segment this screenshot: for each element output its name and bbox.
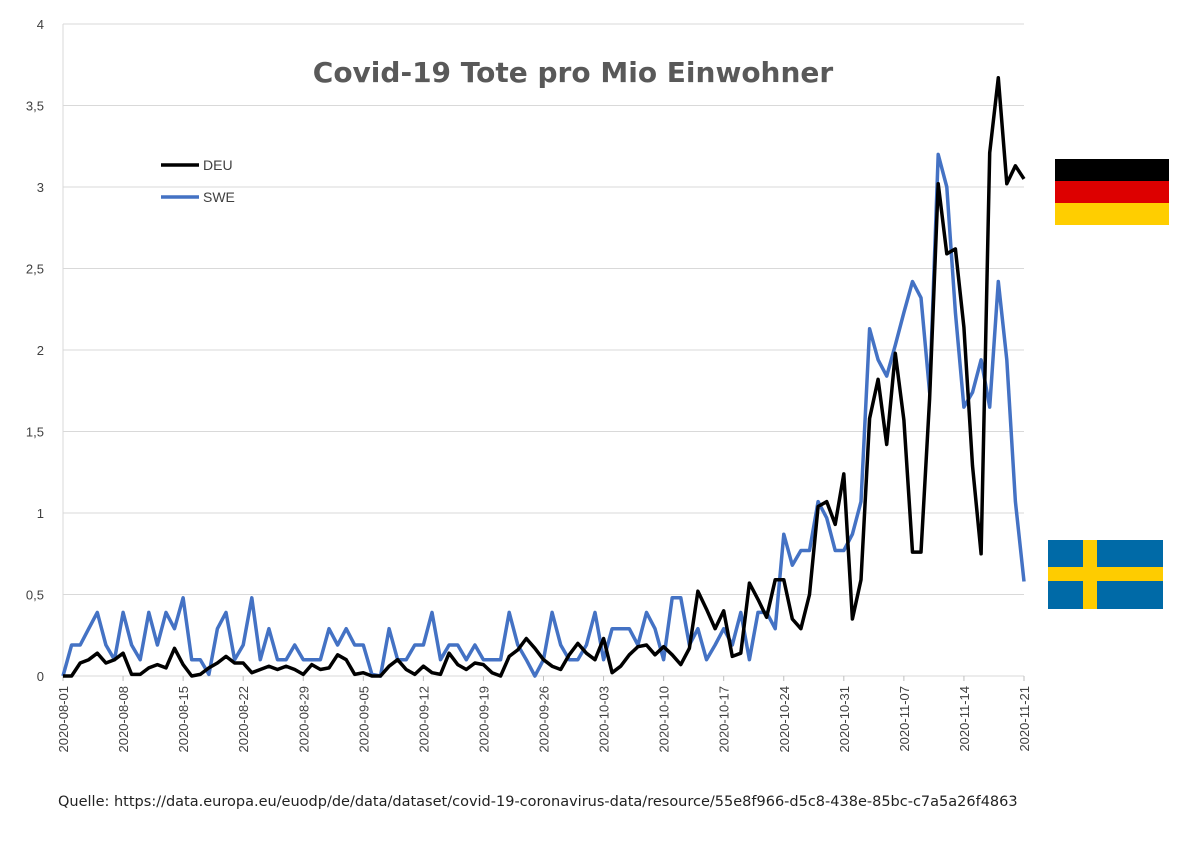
x-tick-label: 2020-10-24: [777, 686, 792, 753]
sweden-flag: [1048, 540, 1163, 609]
x-tick-label: 2020-09-26: [537, 686, 552, 753]
y-tick-label: 2: [37, 343, 44, 358]
legend-label-swe: SWE: [203, 189, 235, 205]
x-tick-label: 2020-08-01: [56, 686, 71, 753]
x-tick-label: 2020-09-19: [476, 686, 491, 753]
x-tick-label: 2020-08-29: [296, 686, 311, 753]
x-tick-label: 2020-08-22: [236, 686, 251, 753]
germany-flag: [1055, 159, 1169, 225]
germany-flag-stripe: [1055, 203, 1169, 225]
germany-flag-stripe: [1055, 159, 1169, 181]
legend-label-deu: DEU: [203, 157, 233, 173]
flags: [1048, 159, 1169, 609]
germany-flag-stripe: [1055, 181, 1169, 203]
x-tick-label: 2020-09-05: [356, 686, 371, 753]
legend: DEU SWE: [161, 157, 235, 205]
series-line-deu: [63, 76, 1026, 678]
chart-title: Covid-19 Tote pro Mio Einwohner: [313, 56, 834, 89]
series-line-swe: [61, 152, 1026, 678]
x-tick-label: 2020-10-31: [837, 686, 852, 753]
x-axis: 2020-08-01 2020-08-08 2020-08-15 2020-08-22…: [56, 676, 1032, 753]
y-tick-label: 4: [37, 17, 44, 32]
y-tick-label: 1,5: [26, 425, 44, 440]
gridlines: [63, 23, 1024, 677]
x-tick-label: 2020-11-07: [897, 686, 912, 752]
source-note: Quelle: https://data.europa.eu/euodp/de/…: [58, 794, 1018, 810]
y-tick-label: 3,5: [26, 99, 44, 114]
x-tick-label: 2020-10-10: [657, 686, 672, 753]
x-tick-label: 2020-08-15: [176, 686, 191, 753]
series-lines: [61, 76, 1026, 678]
x-tick-label: 2020-09-12: [416, 686, 431, 753]
y-tick-label: 2,5: [26, 262, 44, 277]
sweden-flag-cross: [1048, 567, 1163, 581]
y-axis: 0 0,5 1 1,5 2 2,5 3 3,5 4: [26, 17, 44, 684]
y-tick-label: 1: [37, 506, 44, 521]
x-tick-label: 2020-08-08: [116, 686, 131, 753]
x-tick-label: 2020-10-03: [597, 686, 612, 753]
y-tick-label: 0: [37, 669, 44, 684]
x-tick-label: 2020-10-17: [717, 686, 732, 753]
x-tick-label: 2020-11-14: [957, 686, 972, 752]
y-tick-label: 0,5: [26, 588, 44, 603]
y-tick-label: 3: [37, 180, 44, 195]
x-tick-label: 2020-11-21: [1017, 686, 1032, 752]
